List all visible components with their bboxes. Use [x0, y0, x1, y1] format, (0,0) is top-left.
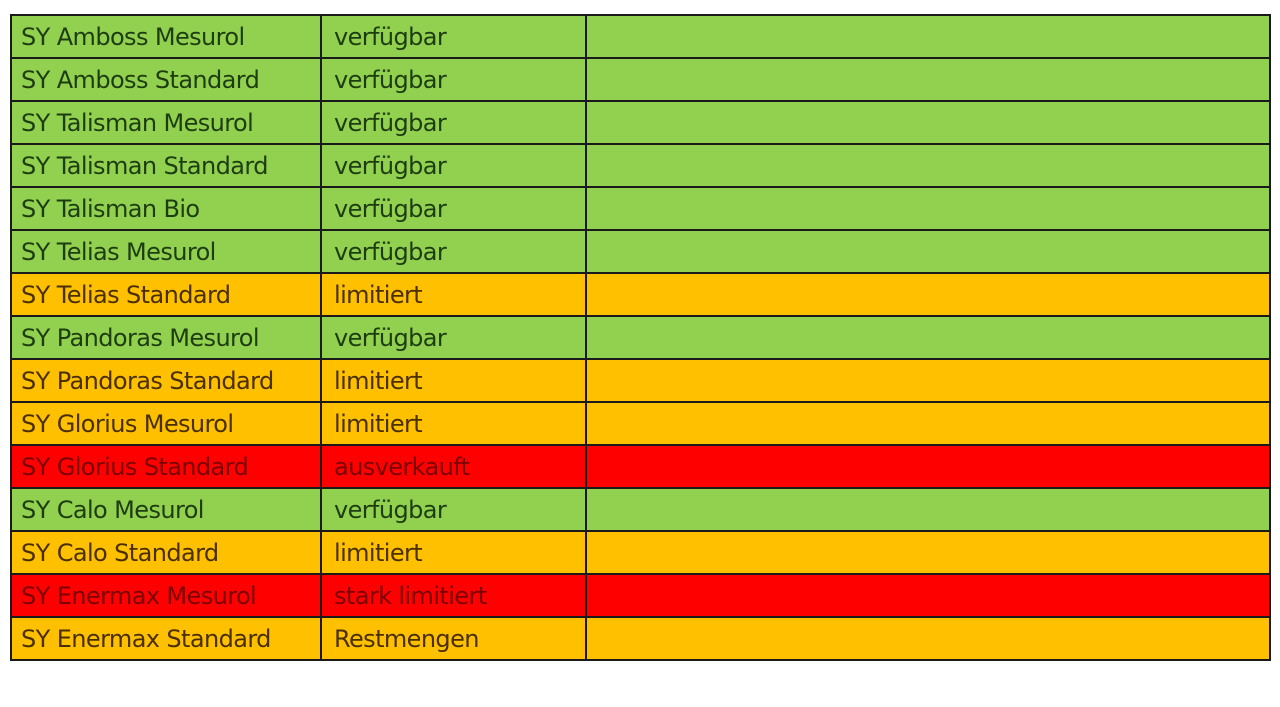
empty-cell [585, 444, 1271, 489]
empty-cell [585, 186, 1271, 231]
product-name-cell: SY Calo Standard [10, 530, 322, 575]
table-row: SY Telias Mesurol verfügbar [10, 229, 1271, 274]
product-name-cell: SY Pandoras Standard [10, 358, 322, 403]
table-row: SY Calo Standard limitiert [10, 530, 1271, 575]
table-row: SY Calo Mesurol verfügbar [10, 487, 1271, 532]
table-row: SY Glorius Standard ausverkauft [10, 444, 1271, 489]
status-cell: verfügbar [320, 14, 587, 59]
table-row: SY Talisman Mesurol verfügbar [10, 100, 1271, 145]
product-name-cell: SY Talisman Mesurol [10, 100, 322, 145]
product-name-cell: SY Enermax Mesurol [10, 573, 322, 618]
empty-cell [585, 487, 1271, 532]
status-cell: limitiert [320, 272, 587, 317]
table-row: SY Glorius Mesurol limitiert [10, 401, 1271, 446]
table-row: SY Talisman Standard verfügbar [10, 143, 1271, 188]
product-name-cell: SY Enermax Standard [10, 616, 322, 661]
table-row: SY Amboss Mesurol verfügbar [10, 14, 1271, 59]
empty-cell [585, 358, 1271, 403]
status-cell: ausverkauft [320, 444, 587, 489]
status-cell: limitiert [320, 358, 587, 403]
availability-table: SY Amboss Mesurol verfügbar SY Amboss Stan… [10, 14, 1271, 661]
status-cell: verfügbar [320, 100, 587, 145]
status-cell: limitiert [320, 401, 587, 446]
table-row: SY Enermax Standard Restmengen [10, 616, 1271, 661]
product-name-cell: SY Amboss Standard [10, 57, 322, 102]
table-row: SY Pandoras Mesurol verfügbar [10, 315, 1271, 360]
status-cell: verfügbar [320, 143, 587, 188]
table-body: SY Amboss Mesurol verfügbar SY Amboss Stan… [10, 14, 1271, 661]
status-cell: verfügbar [320, 487, 587, 532]
status-cell: verfügbar [320, 57, 587, 102]
table-row: SY Enermax Mesurol stark limitiert [10, 573, 1271, 618]
product-name-cell: SY Talisman Standard [10, 143, 322, 188]
empty-cell [585, 143, 1271, 188]
table-row: SY Telias Standard limitiert [10, 272, 1271, 317]
product-name-cell: SY Telias Mesurol [10, 229, 322, 274]
product-name-cell: SY Calo Mesurol [10, 487, 322, 532]
table-row: SY Amboss Standard verfügbar [10, 57, 1271, 102]
status-cell: verfügbar [320, 229, 587, 274]
empty-cell [585, 401, 1271, 446]
empty-cell [585, 272, 1271, 317]
status-cell: verfügbar [320, 186, 587, 231]
status-cell: stark limitiert [320, 573, 587, 618]
product-name-cell: SY Pandoras Mesurol [10, 315, 322, 360]
product-name-cell: SY Glorius Standard [10, 444, 322, 489]
empty-cell [585, 573, 1271, 618]
empty-cell [585, 14, 1271, 59]
empty-cell [585, 100, 1271, 145]
product-name-cell: SY Talisman Bio [10, 186, 322, 231]
empty-cell [585, 57, 1271, 102]
product-name-cell: SY Glorius Mesurol [10, 401, 322, 446]
empty-cell [585, 229, 1271, 274]
status-cell: limitiert [320, 530, 587, 575]
status-cell: Restmengen [320, 616, 587, 661]
table-row: SY Pandoras Standard limitiert [10, 358, 1271, 403]
empty-cell [585, 616, 1271, 661]
table-row: SY Talisman Bio verfügbar [10, 186, 1271, 231]
status-cell: verfügbar [320, 315, 587, 360]
product-name-cell: SY Telias Standard [10, 272, 322, 317]
empty-cell [585, 530, 1271, 575]
empty-cell [585, 315, 1271, 360]
product-name-cell: SY Amboss Mesurol [10, 14, 322, 59]
